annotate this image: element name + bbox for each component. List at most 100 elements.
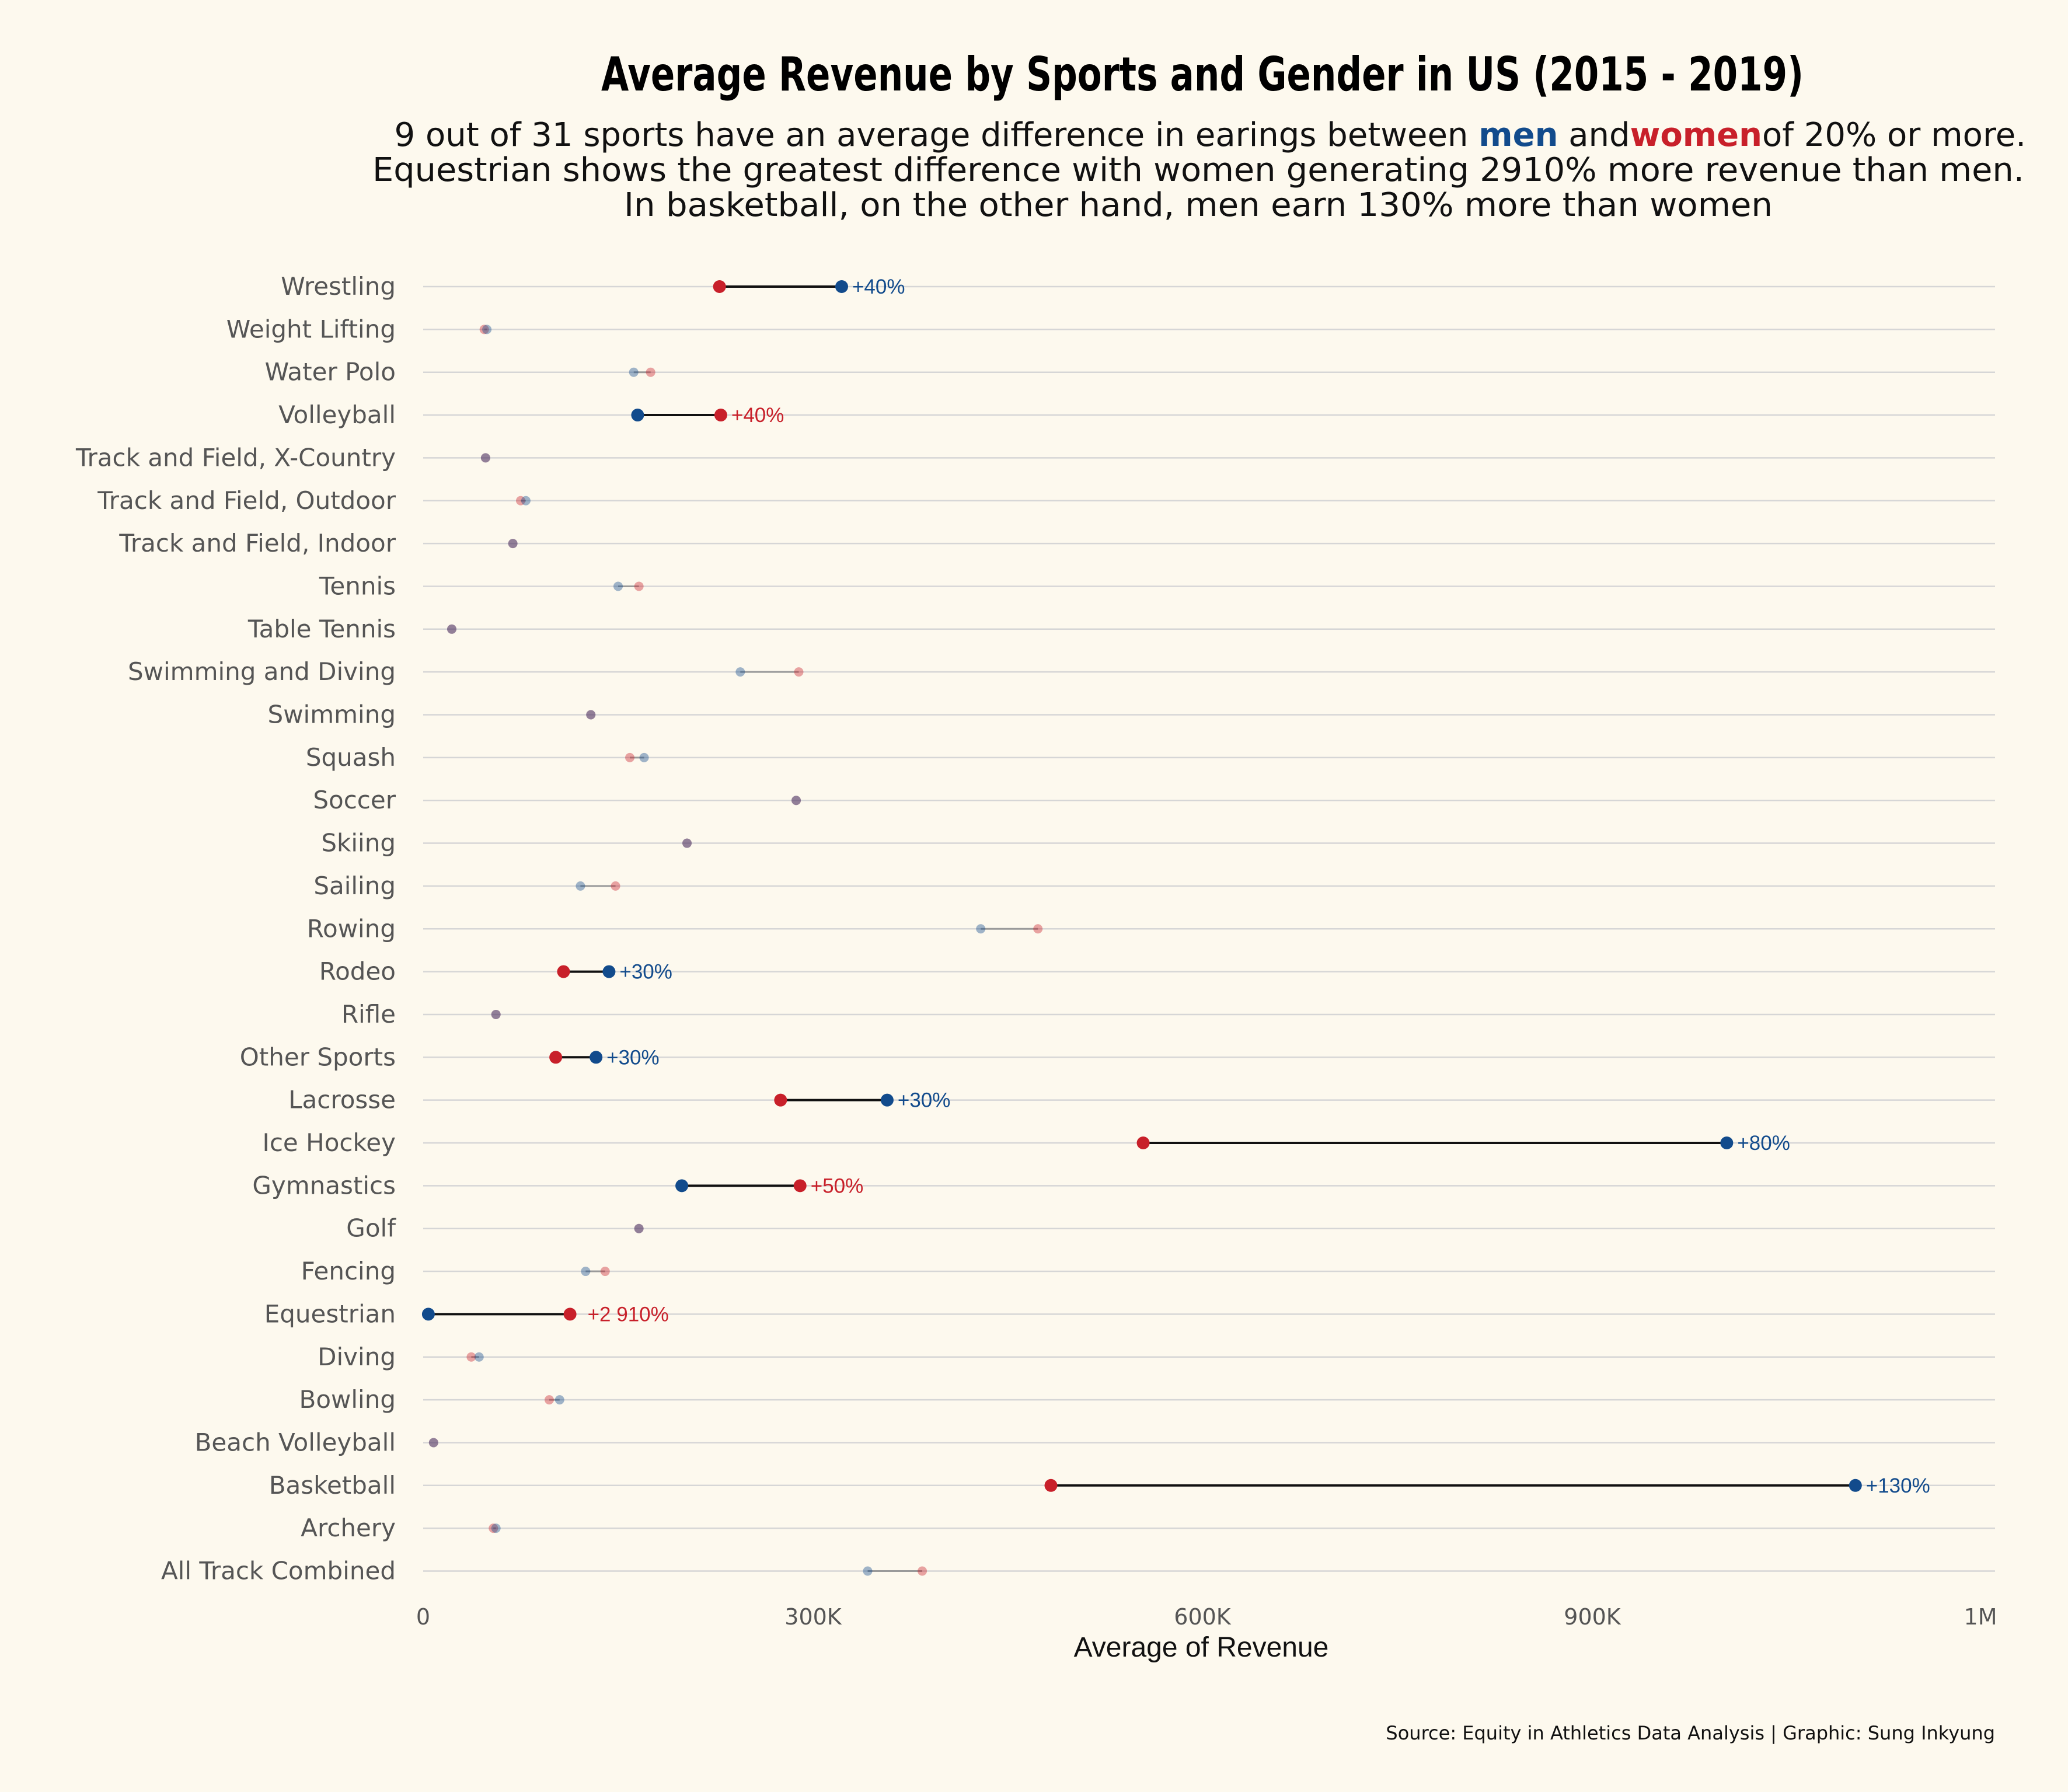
connectors — [428, 285, 1856, 1572]
sport-label-archery: Archery — [301, 1514, 396, 1542]
subtitle-suffix: of 20% or more. — [1762, 116, 2026, 154]
difference-label-lacrosse: +30% — [898, 1089, 951, 1112]
point-women-skiing — [682, 838, 692, 848]
sport-labels: Wrestling Weight Lifting Water Polo Volleyb… — [75, 272, 396, 1585]
point-men-track-and-field-x-country — [480, 453, 490, 463]
difference-label-ice-hockey: +80% — [1737, 1132, 1790, 1155]
point-men-track-and-field-indoor — [508, 539, 518, 549]
point-women-tennis — [634, 581, 644, 591]
sport-label-tennis: Tennis — [319, 571, 396, 600]
difference-label-other-sports: +30% — [606, 1046, 660, 1069]
point-women-rowing — [1033, 924, 1043, 934]
subtitle-and-word: and — [1558, 116, 1630, 154]
point-women-gymnastics — [793, 1179, 807, 1193]
point-men-sailing — [576, 881, 585, 891]
sport-label-table-tennis: Table Tennis — [247, 615, 396, 643]
point-men-gymnastics — [675, 1179, 689, 1193]
point-women-diving — [466, 1352, 476, 1362]
sport-label-beach-volleyball: Beach Volleyball — [195, 1428, 396, 1456]
sport-label-diving: Diving — [318, 1343, 396, 1371]
point-men-archery — [491, 1523, 501, 1533]
sport-label-water-polo: Water Polo — [265, 358, 396, 386]
x-tick-600k: 600K — [1174, 1604, 1232, 1630]
point-women-volleyball — [714, 409, 727, 422]
sport-label-skiing: Skiing — [321, 829, 396, 857]
point-men-beach-volleyball — [428, 1438, 438, 1448]
point-men-ice-hockey — [1720, 1136, 1734, 1149]
point-men-rowing — [976, 924, 986, 934]
difference-label-equestrian: +2 910% — [588, 1303, 669, 1326]
point-men-lacrosse — [880, 1093, 894, 1107]
gridlines — [423, 285, 1995, 1572]
point-men-all-track-combined — [863, 1566, 873, 1576]
difference-label-basketball: +130% — [1866, 1474, 1930, 1497]
point-men-swimming — [586, 710, 596, 720]
point-women-lacrosse — [774, 1093, 787, 1107]
source-caption: Source: Equity in Athletics Data Analysi… — [1386, 1722, 1995, 1744]
x-axis-ticks: 0 300K 600K 900K 1M — [416, 1604, 1997, 1630]
sport-label-other-sports: Other Sports — [240, 1043, 396, 1071]
point-women-water-polo — [646, 367, 655, 377]
difference-label-gymnastics: +50% — [811, 1174, 864, 1197]
sport-label-squash: Squash — [306, 743, 396, 772]
sport-label-rifle: Rifle — [341, 1000, 396, 1029]
sport-label-golf: Golf — [346, 1214, 396, 1243]
point-women-table-tennis — [447, 624, 456, 634]
sport-label-track-and-field-x-country: Track and Field, X-Country — [75, 443, 396, 472]
point-men-track-and-field-outdoor — [521, 496, 531, 505]
x-axis-label: Average of Revenue — [1074, 1632, 1329, 1663]
point-women-other-sports — [549, 1051, 563, 1064]
point-men-tennis — [613, 581, 623, 591]
sport-label-volleyball: Volleyball — [278, 400, 396, 429]
point-women-swimming-and-diving — [794, 667, 804, 677]
point-men-other-sports — [590, 1051, 603, 1064]
point-men-golf — [634, 1223, 644, 1233]
sport-label-track-and-field-outdoor: Track and Field, Outdoor — [97, 486, 396, 515]
point-men-bowling — [555, 1395, 564, 1405]
point-women-swimming — [586, 710, 596, 720]
sport-label-soccer: Soccer — [313, 786, 396, 814]
difference-label-rodeo: +30% — [619, 961, 672, 984]
point-women-squash — [625, 752, 635, 762]
point-men-water-polo — [629, 367, 639, 377]
sport-label-bowling: Bowling — [299, 1385, 396, 1414]
point-men-skiing — [682, 838, 692, 848]
point-women-all-track-combined — [918, 1566, 927, 1576]
chart-subtitle-line3: In basketball, on the other hand, men ea… — [624, 186, 1773, 224]
chart-subtitle-line2: Equestrian shows the greatest difference… — [372, 151, 2024, 189]
sport-label-basketball: Basketball — [269, 1471, 396, 1500]
point-women-weight-lifting — [479, 325, 489, 334]
point-women-equestrian — [563, 1308, 577, 1321]
sport-label-weight-lifting: Weight Lifting — [226, 315, 396, 343]
point-men-rodeo — [602, 965, 616, 978]
difference-label-wrestling: +40% — [852, 276, 905, 298]
point-men-diving — [474, 1352, 484, 1362]
subtitle-men-word: men — [1478, 116, 1558, 154]
point-women-fencing — [600, 1267, 610, 1277]
point-men-swimming-and-diving — [735, 667, 745, 677]
x-tick-300k: 300K — [784, 1604, 842, 1630]
sport-label-equestrian: Equestrian — [264, 1299, 396, 1328]
point-women-bowling — [544, 1395, 554, 1405]
point-women-track-and-field-x-country — [480, 453, 490, 463]
sport-label-rodeo: Rodeo — [319, 957, 396, 986]
sport-label-wrestling: Wrestling — [281, 272, 396, 301]
point-women-rifle — [491, 1009, 501, 1019]
point-men-volleyball — [631, 409, 644, 422]
point-women-rodeo — [557, 965, 570, 978]
point-men-rifle — [491, 1009, 501, 1019]
point-women-beach-volleyball — [428, 1438, 438, 1448]
point-men-wrestling — [835, 280, 848, 293]
point-men-squash — [639, 752, 649, 762]
point-men-soccer — [791, 796, 801, 806]
chart-title: Average Revenue by Sports and Gender in … — [601, 47, 1804, 102]
sport-label-sailing: Sailing — [313, 871, 396, 900]
sport-label-fencing: Fencing — [301, 1257, 396, 1285]
difference-labels: +40% +40% +30% +30% +30% +80% +50% +2 910% +130% — [588, 276, 1930, 1497]
point-women-golf — [634, 1223, 644, 1233]
points — [421, 280, 1862, 1576]
x-tick-0: 0 — [416, 1604, 430, 1630]
sport-label-rowing: Rowing — [307, 914, 396, 943]
point-men-table-tennis — [447, 624, 456, 634]
